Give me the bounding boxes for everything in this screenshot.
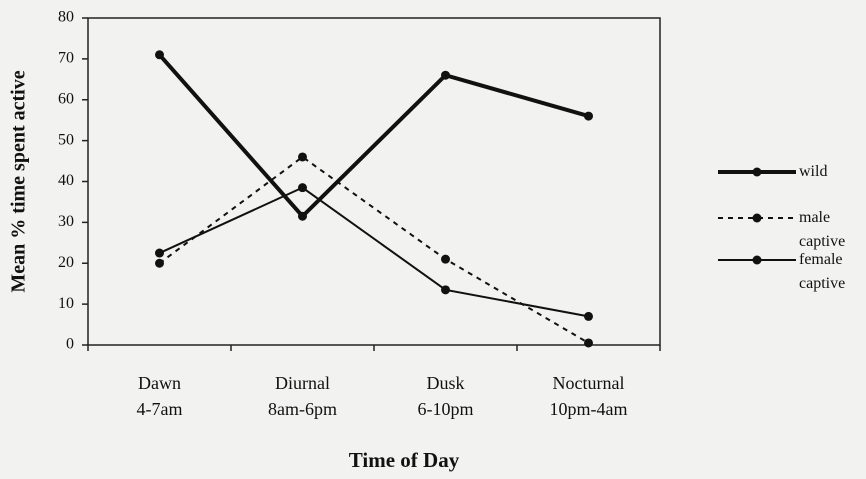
y-tick-label: 30 [58,213,74,230]
legend-marker [752,255,762,265]
data-point [441,285,450,295]
y-tick-label: 20 [58,254,74,271]
data-point [584,338,593,348]
data-point [584,111,593,121]
data-point [298,183,307,193]
legend-label: female captive [799,251,846,292]
series-line [158,155,590,344]
legend-marker [752,213,762,223]
data-point [155,258,164,268]
series-line [158,53,590,220]
y-tick-label: 60 [58,90,74,107]
x-tick-label: Nocturnal 10pm-4am [549,373,628,419]
legend-label: male captive [799,209,846,250]
data-point [155,50,164,60]
y-tick-label: 80 [58,9,74,26]
data-point [298,152,307,162]
legend-marker [752,167,762,177]
data-point [584,311,593,321]
legend-label: wild [799,163,828,180]
y-tick-label: 50 [58,131,74,148]
x-tick-label: Dawn 4-7am [136,373,183,419]
y-tick-label: 70 [58,50,74,67]
data-point [441,70,450,80]
series-line [159,186,589,318]
y-tick-label: 10 [58,295,74,312]
y-axis-title: Mean % time spent active [8,70,30,292]
data-point [298,211,307,221]
y-tick-label: 40 [58,172,74,189]
y-tick-label: 0 [66,336,74,353]
data-point [441,254,450,264]
x-axis-title: Time of Day [349,448,460,472]
x-tick-label: Dusk 6-10pm [417,373,474,419]
data-point [155,248,164,258]
plot-frame [87,17,661,346]
x-tick-label: Diurnal 8am-6pm [268,373,337,419]
